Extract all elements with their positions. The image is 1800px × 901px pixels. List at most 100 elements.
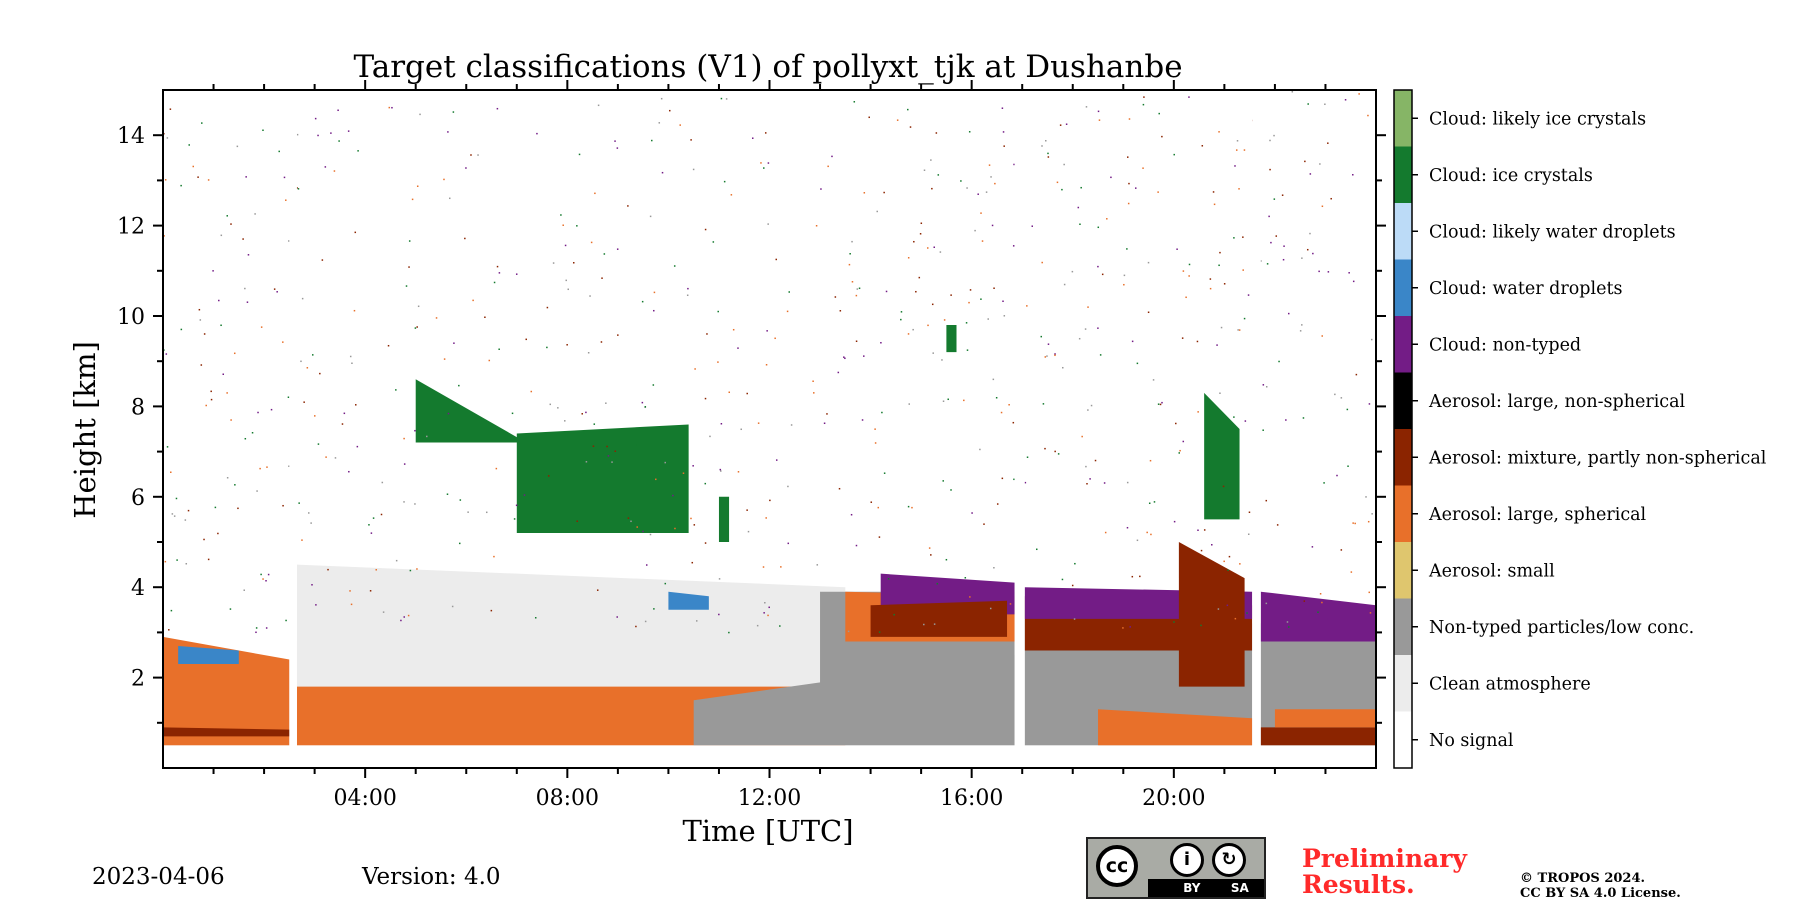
speckle-dot (942, 480, 944, 482)
speckle-dot (1275, 235, 1278, 237)
speckle-dot (968, 131, 971, 133)
speckle-dot (321, 259, 324, 261)
speckle-dot (990, 176, 992, 178)
speckle-dot (720, 423, 723, 425)
speckle-dot (1063, 283, 1066, 286)
speckle-dot (1317, 611, 1319, 613)
speckle-dot (927, 324, 929, 327)
speckle-dot (787, 485, 789, 488)
speckle-dot (1094, 459, 1097, 462)
speckle-dot (913, 240, 915, 243)
speckle-dot (1307, 103, 1309, 105)
speckle-dot (816, 564, 819, 566)
speckle-dot (564, 244, 567, 247)
speckle-dot (874, 428, 876, 430)
speckle-dot (909, 126, 912, 128)
speckle-dot (1278, 360, 1280, 363)
speckle-dot (251, 432, 254, 434)
speckle-dot (256, 490, 258, 492)
speckle-dot (405, 285, 408, 287)
speckle-dot (834, 296, 837, 298)
legend-swatch (1394, 598, 1412, 655)
speckle-dot (1370, 338, 1373, 341)
speckle-dot (996, 503, 999, 505)
speckle-dot (674, 527, 676, 530)
speckle-dot (287, 396, 290, 398)
speckle-dot (1103, 482, 1106, 484)
speckle-dot (1054, 354, 1056, 357)
speckle-dot (260, 326, 263, 328)
speckle-dot (966, 349, 969, 351)
speckle-dot (247, 254, 250, 256)
speckle-dot (1203, 529, 1206, 531)
speckle-dot (765, 517, 767, 519)
legend-swatch (1394, 655, 1412, 712)
speckle-dot (230, 419, 232, 421)
speckle-dot (1003, 315, 1006, 317)
speckle-dot (1369, 612, 1372, 614)
speckle-dot (447, 412, 450, 415)
speckle-dot (1220, 326, 1223, 329)
speckle-dot (511, 412, 514, 415)
speckle-dot (974, 229, 976, 232)
speckle-dot (1147, 311, 1150, 314)
chart-title: Target classifications (V1) of pollyxt_t… (353, 49, 1182, 85)
speckle-dot (1312, 252, 1314, 255)
speckle-dot (1268, 215, 1270, 218)
speckle-dot (1054, 450, 1056, 453)
speckle-dot (977, 193, 979, 195)
speckle-dot (414, 503, 416, 505)
speckle-dot (945, 558, 948, 561)
y-tick-label: 10 (117, 305, 145, 330)
speckle-dot (1179, 449, 1181, 452)
speckle-dot (1152, 379, 1155, 381)
speckle-dot (265, 580, 267, 582)
speckle-dot (775, 459, 778, 461)
speckle-dot (991, 224, 994, 227)
speckle-dot (288, 465, 290, 467)
speckle-dot (348, 470, 350, 473)
speckle-dot (660, 97, 663, 100)
speckle-dot (188, 144, 190, 146)
legend-label: Aerosol: large, spherical (1428, 505, 1647, 525)
speckle-dot (896, 119, 899, 121)
speckle-dot (370, 532, 373, 534)
speckle-dot (1227, 569, 1229, 572)
speckle-dot (1350, 571, 1353, 573)
speckle-dot (1046, 355, 1048, 357)
speckle-dot (1146, 531, 1148, 534)
speckle-dot (653, 291, 656, 294)
cc-license-badge[interactable]: cc i ↻ BY SA (1086, 837, 1266, 899)
speckle-dot (1057, 453, 1060, 455)
speckle-dot (1175, 422, 1177, 425)
speckle-dot (285, 619, 287, 622)
speckle-dot (201, 122, 203, 124)
speckle-dot (764, 132, 767, 134)
speckle-dot (1147, 261, 1150, 264)
speckle-dot (839, 310, 842, 312)
speckle-dot (831, 155, 833, 158)
speckle-dot (233, 352, 236, 355)
speckle-dot (712, 241, 715, 243)
speckle-dot (443, 178, 445, 181)
speckle-dot (1097, 110, 1100, 113)
speckle-dot (1153, 501, 1156, 503)
speckle-dot (704, 542, 707, 544)
speckle-dot (498, 272, 501, 274)
data-gap (1252, 90, 1261, 768)
speckle-dot (426, 435, 428, 438)
speckle-dot (257, 411, 259, 414)
speckle-dot (1126, 526, 1129, 529)
speckle-dot (606, 445, 608, 448)
speckle-dot (1336, 474, 1338, 477)
speckle-dot (1216, 344, 1218, 346)
class-region (1178, 542, 1245, 687)
speckle-dot (1352, 522, 1354, 524)
x-tick-label: 16:00 (940, 786, 1003, 811)
speckle-dot (1040, 335, 1043, 338)
speckle-dot (184, 519, 187, 521)
speckle-dot (1222, 485, 1225, 488)
speckle-dot (767, 614, 769, 617)
speckle-dot (880, 341, 882, 344)
class-region (415, 379, 543, 452)
